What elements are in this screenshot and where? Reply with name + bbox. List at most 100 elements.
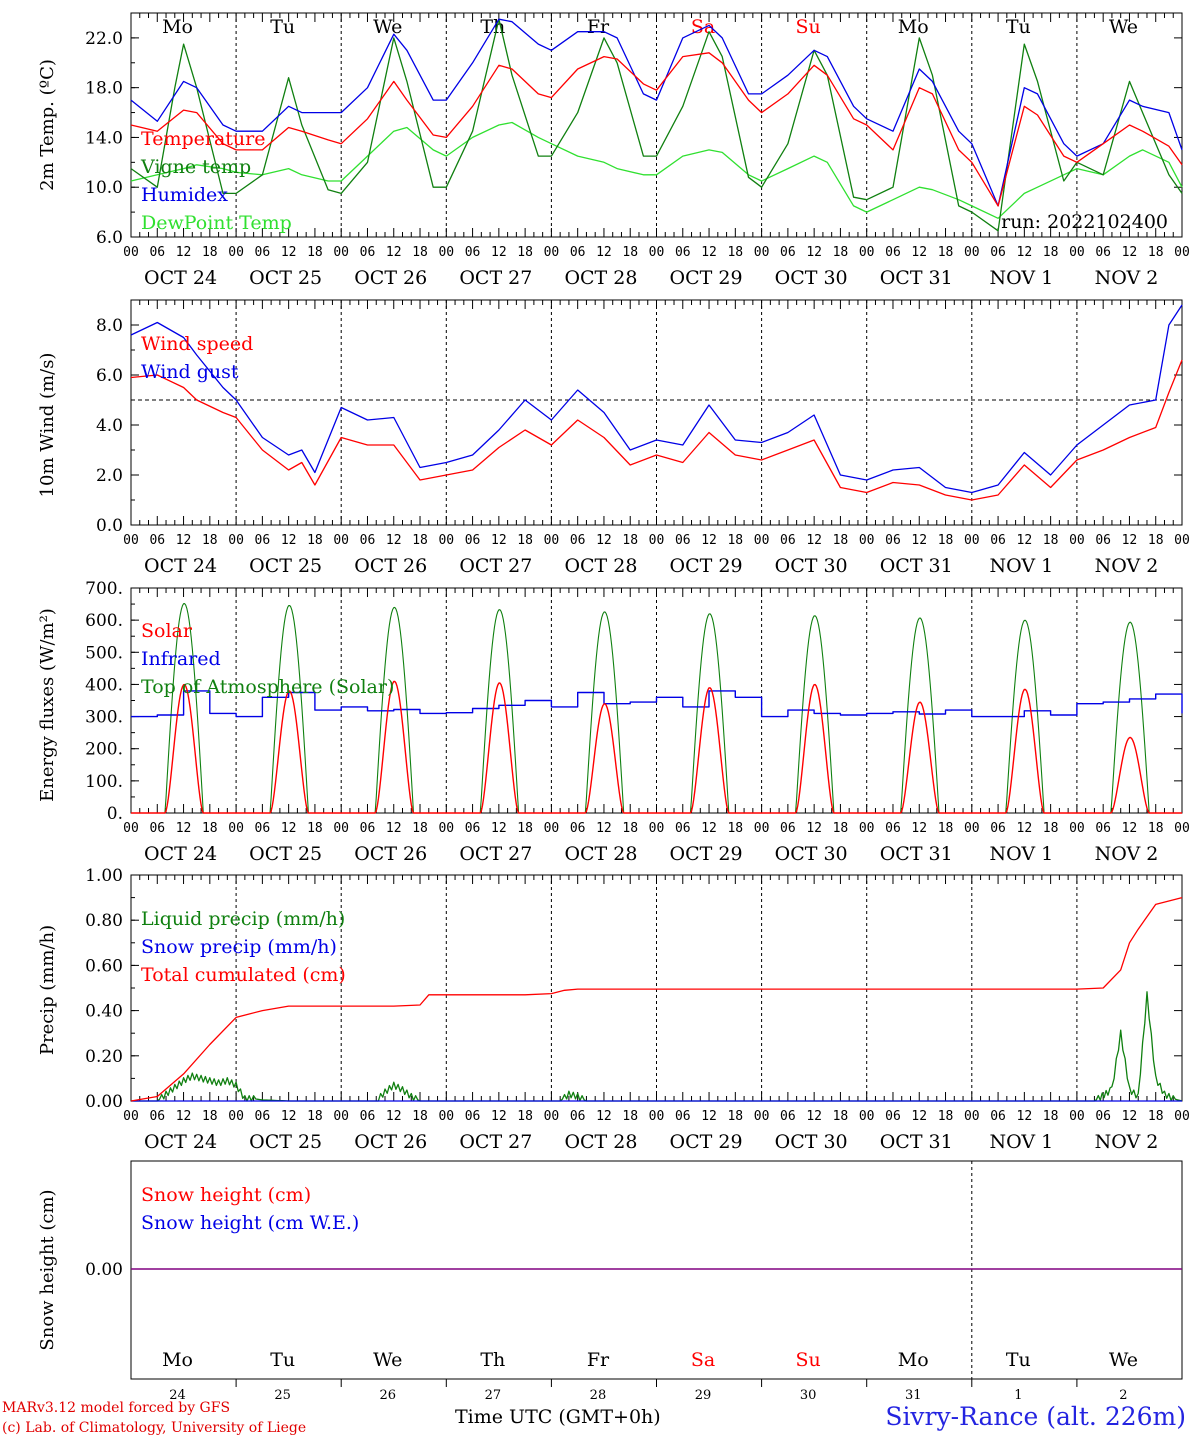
- energy-hour-label: 18: [938, 821, 954, 836]
- wind-hour-label: 18: [1148, 533, 1164, 548]
- temperature-date-label: OCT 27: [459, 267, 532, 289]
- wind-date-label: OCT 27: [459, 555, 532, 577]
- energy-hour-label: 06: [465, 821, 481, 836]
- precip-hour-label: 00: [859, 1109, 875, 1124]
- precip-hour-label: 00: [649, 1109, 665, 1124]
- snow-legend-snow-height-cm-: Snow height (cm): [141, 1184, 311, 1206]
- precip-hour-label: 12: [1017, 1109, 1033, 1124]
- temperature-hour-label: 18: [1148, 245, 1164, 260]
- temperature-line-red: [130, 52, 1183, 207]
- wind-hour-label: 06: [990, 533, 1006, 548]
- precip-legend-liquid-precip-mm-h-: Liquid precip (mm/h): [141, 908, 345, 930]
- energy-date-label: OCT 28: [564, 843, 637, 865]
- temperature-date-label: OCT 24: [144, 267, 217, 289]
- precip-y-tick-label: 0.00: [85, 1092, 123, 1112]
- snow-day-name: Mo: [162, 1349, 193, 1371]
- precip-hour-label: 06: [780, 1109, 796, 1124]
- energy-legend-infrared: Infrared: [141, 648, 221, 670]
- temperature-hour-label: 00: [438, 245, 454, 260]
- energy-legend-top-of-atmosphere-solar-: Top of Atmosphere (Solar): [141, 676, 394, 698]
- snow-legend-snow-height-cm-w-e-: Snow height (cm W.E.): [141, 1212, 359, 1234]
- precip-hour-label: 06: [570, 1109, 586, 1124]
- energy-hour-label: 18: [202, 821, 218, 836]
- energy-hour-label: 12: [281, 821, 297, 836]
- precip-hour-label: 12: [281, 1109, 297, 1124]
- energy-date-label: OCT 29: [670, 843, 743, 865]
- snow-day-name: Tu: [270, 1349, 295, 1371]
- wind-hour-label: 00: [859, 533, 875, 548]
- wind-date-label: NOV 1: [989, 555, 1053, 577]
- wind-y-axis-label: 10m Wind (m/s): [37, 353, 58, 498]
- temperature-line-lightgreen: [130, 121, 1183, 219]
- wind-date-label: OCT 30: [775, 555, 848, 577]
- energy-hour-label: 18: [727, 821, 743, 836]
- precip-hour-label: 06: [255, 1109, 271, 1124]
- wind-hour-label: 18: [1043, 533, 1059, 548]
- wind-hour-label: 00: [123, 533, 139, 548]
- precip-y-tick-label: 1.00: [85, 866, 123, 886]
- precip-hour-label: 06: [990, 1109, 1006, 1124]
- precip-y-axis-label: Precip (mm/h): [37, 925, 58, 1055]
- wind-hour-label: 18: [938, 533, 954, 548]
- wind-hour-label: 18: [412, 533, 428, 548]
- energy-hour-label: 18: [1148, 821, 1164, 836]
- wind-date-label: OCT 26: [354, 555, 427, 577]
- wind-hour-label: 06: [255, 533, 271, 548]
- precip-hour-label: 06: [675, 1109, 691, 1124]
- temperature-date-label: OCT 25: [249, 267, 322, 289]
- temperature-legend-dewpoint-temp: DewPoint Temp: [141, 212, 292, 234]
- energy-y-axis-label: Energy fluxes (W/m²): [37, 608, 58, 802]
- temperature-hour-label: 18: [202, 245, 218, 260]
- temperature-hour-label: 06: [990, 245, 1006, 260]
- wind-legend-wind-gust: Wind gust: [141, 361, 239, 383]
- energy-hour-label: 18: [1043, 821, 1059, 836]
- energy-hour-label: 00: [859, 821, 875, 836]
- precip-hour-label: 18: [727, 1109, 743, 1124]
- energy-hour-label: 06: [675, 821, 691, 836]
- wind-hour-label: 12: [386, 533, 402, 548]
- snow-day-number: 26: [379, 1388, 396, 1403]
- precip-hour-label: 06: [360, 1109, 376, 1124]
- precip-y-tick-label: 0.40: [85, 1002, 123, 1022]
- temperature-hour-label: 00: [859, 245, 875, 260]
- temperature-legend-vigne-temp: Vigne temp: [140, 156, 251, 178]
- temperature-y-tick-label: 22.0: [85, 29, 123, 49]
- temperature-hour-label: 00: [333, 245, 349, 260]
- wind-y-tick-label: 2.0: [96, 466, 123, 486]
- energy-hour-label: 00: [649, 821, 665, 836]
- energy-hour-label: 12: [386, 821, 402, 836]
- snow-day-number: 28: [590, 1388, 607, 1403]
- energy-legend-solar: Solar: [141, 620, 193, 642]
- energy-line-infrared: [131, 690, 1183, 718]
- energy-hour-label: 12: [176, 821, 192, 836]
- temperature-hour-label: 06: [1095, 245, 1111, 260]
- precip-line-red: [130, 896, 1183, 1102]
- temperature-hour-label: 18: [412, 245, 428, 260]
- energy-hour-label: 00: [438, 821, 454, 836]
- precip-legend-total-cumulated-cm-: Total cumulated (cm): [141, 964, 346, 986]
- energy-hour-label: 00: [544, 821, 560, 836]
- wind-hour-label: 06: [675, 533, 691, 548]
- energy-hour-label: 18: [517, 821, 533, 836]
- temperature-day-name: Su: [796, 16, 821, 38]
- wind-hour-label: 18: [202, 533, 218, 548]
- temperature-hour-label: 00: [123, 245, 139, 260]
- temperature-date-label: OCT 29: [670, 267, 743, 289]
- precip-hour-label: 00: [438, 1109, 454, 1124]
- energy-date-label: OCT 31: [880, 843, 953, 865]
- precip-hour-label: 00: [544, 1109, 560, 1124]
- energy-hour-label: 00: [1069, 821, 1085, 836]
- energy-hour-label: 00: [333, 821, 349, 836]
- wind-hour-label: 18: [622, 533, 638, 548]
- temperature-hour-label: 18: [622, 245, 638, 260]
- wind-hour-label: 18: [833, 533, 849, 548]
- wind-hour-label: 12: [281, 533, 297, 548]
- energy-date-label: NOV 2: [1095, 843, 1159, 865]
- temperature-day-name: We: [373, 16, 402, 38]
- precip-hour-label: 18: [1043, 1109, 1059, 1124]
- wind-hour-label: 18: [517, 533, 533, 548]
- precip-date-label: OCT 30: [775, 1131, 848, 1153]
- temperature-hour-label: 12: [701, 245, 717, 260]
- temperature-date-label: OCT 28: [564, 267, 637, 289]
- temperature-date-label: OCT 26: [354, 267, 427, 289]
